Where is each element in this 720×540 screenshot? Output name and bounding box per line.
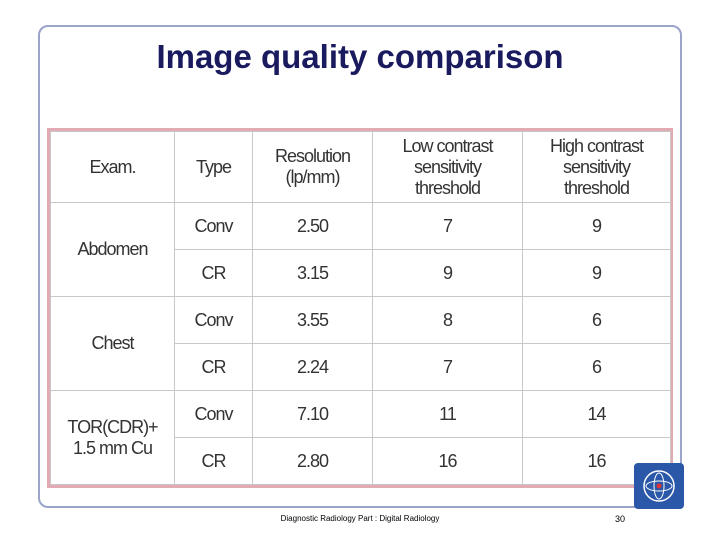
table-row: CR 3.15 9 9 [51, 249, 671, 297]
table-cell: CR [174, 343, 253, 391]
comparison-table: Exam. Type Resolution (lp/mm) Low contrast … [50, 131, 671, 485]
header-cell: Type [174, 131, 253, 203]
table-row: CR 2.24 7 6 [51, 343, 671, 391]
table-cell: 3.15 [252, 249, 373, 297]
table-cell: 2.50 [252, 202, 373, 250]
exam-cell: TOR(CDR)+ 1.5 mm Cu [50, 390, 175, 485]
table-cell: 7 [372, 343, 523, 391]
table-cell: Conv [174, 202, 253, 250]
table-cell: 2.24 [252, 343, 373, 391]
table-cell: 9 [522, 249, 671, 297]
table-cell: 3.55 [252, 296, 373, 344]
header-cell: Resolution (lp/mm) [252, 131, 373, 203]
table-box: Exam. Type Resolution (lp/mm) Low contrast … [47, 128, 673, 488]
table-cell: 16 [372, 437, 523, 485]
table-cell: 11 [372, 390, 523, 438]
table-cell: 9 [522, 202, 671, 250]
slide-frame [38, 25, 682, 508]
table-cell: 8 [372, 296, 523, 344]
iaea-logo [634, 463, 684, 509]
table-row: TOR(CDR)+ 1.5 mm Cu Conv 7.10 11 14 [50, 390, 671, 485]
table-cell: 6 [522, 343, 671, 391]
table-cell: CR [174, 437, 253, 485]
table-cell: 14 [522, 390, 671, 438]
table-cell: Conv [174, 390, 253, 438]
header-cell: High contrast sensitivity threshold [522, 131, 671, 203]
table-row: Abdomen Conv 2.50 7 9 [50, 202, 671, 297]
header-row: Exam. Type Resolution (lp/mm) Low contrast … [50, 131, 671, 203]
table-cell: 7.10 [252, 390, 373, 438]
table-cell: Conv [174, 296, 253, 344]
exam-cell: Abdomen [50, 202, 175, 297]
table-row: Chest Conv 3.55 8 6 [50, 296, 671, 391]
page-number: 30 [615, 514, 626, 524]
table-cell: 2.80 [252, 437, 373, 485]
slide-title: Image quality comparison [156, 38, 564, 75]
table-cell: 6 [522, 296, 671, 344]
table-row: CR 2.80 16 16 [51, 437, 671, 485]
header-cell: Low contrast sensitivity threshold [372, 131, 523, 203]
table-cell: CR [174, 249, 253, 297]
exam-cell: Chest [50, 296, 175, 391]
table-cell: 9 [372, 249, 523, 297]
table-cell: 7 [372, 202, 523, 250]
header-cell: Exam. [50, 131, 175, 203]
slide-footer: Diagnostic Radiology Part : Digital Radi… [280, 514, 440, 523]
